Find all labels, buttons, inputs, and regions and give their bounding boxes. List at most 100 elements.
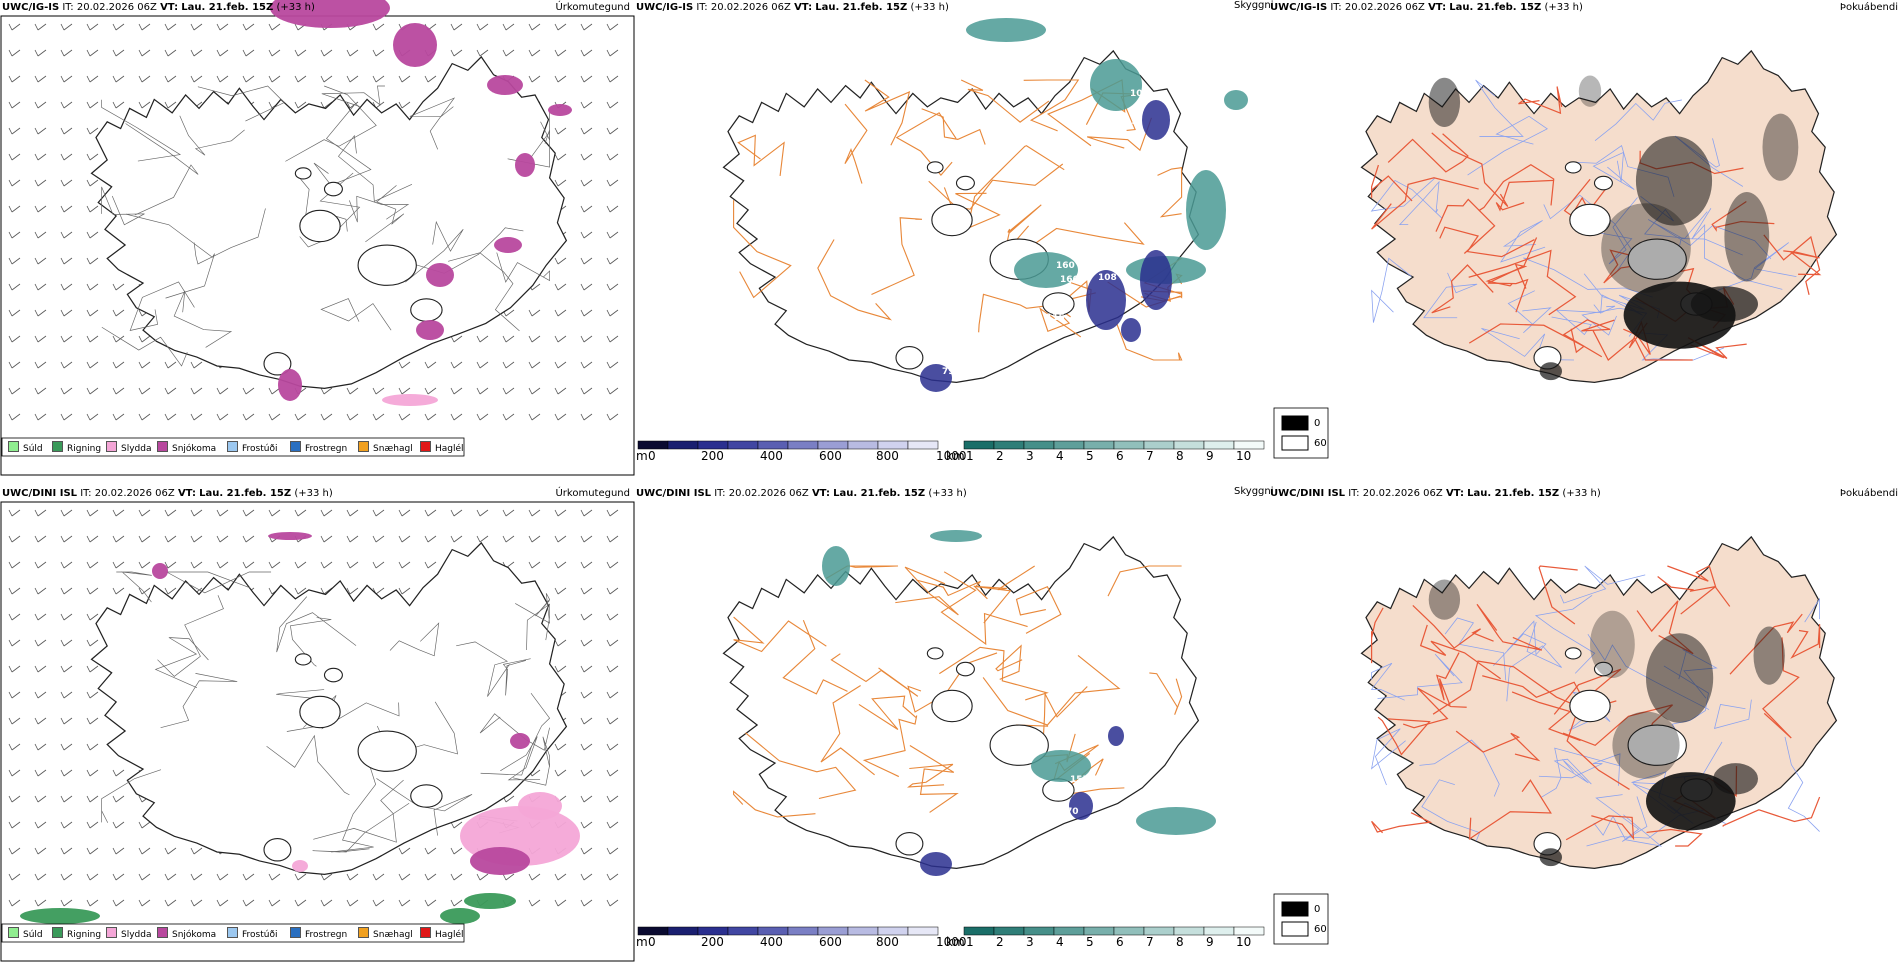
ceiling-tick: 600 — [819, 935, 842, 949]
run-header: UWC/DINI ISL IT: 20.02.2026 06Z VT: Lau.… — [636, 488, 967, 499]
legend-label: Frostregn — [305, 444, 348, 454]
vt-label: VT: — [177, 488, 196, 499]
panel-title: Skyggni — [1234, 486, 1274, 497]
precip-map — [0, 0, 635, 476]
visibility-panel: 86 101 115 160 166 108 145 116 115 79 m 0 200 400 600 8… — [636, 0, 1274, 478]
legend-slydda: Slydda — [106, 441, 151, 454]
visibility-panel: 155 70 58 m 0 200 400 600 800 1000 km 1 2 3 4 5 6 7 8 9 10 UW… — [636, 486, 1274, 964]
legend-swatch — [157, 441, 168, 452]
legend-frostúði: Frostúði — [227, 441, 277, 454]
ceiling-value-label: 116 — [1130, 245, 1149, 255]
lead-time: (+33 h) — [294, 488, 333, 499]
visibility-tick: 10 — [1236, 449, 1252, 463]
it-value: 20.02.2026 06Z — [94, 488, 175, 499]
ceiling-value-label: 108 — [1098, 273, 1117, 283]
ceiling-value-label: 145 — [1104, 255, 1123, 265]
legend-frostregn: Frostregn — [290, 927, 347, 940]
legend-swatch — [420, 927, 431, 938]
model-name: UWC/IG-IS — [636, 2, 694, 13]
legend-snæhagl: Snæhagl — [358, 927, 413, 940]
vt-value: Lau. 21.feb. 15Z — [815, 2, 908, 13]
legend-swatch — [157, 927, 168, 938]
legend-súld: Súld — [8, 927, 43, 940]
legend-haglél: Haglél — [420, 441, 464, 454]
it-label: IT: — [714, 488, 726, 499]
legend-label: Frostúði — [242, 930, 278, 940]
visibility-tick: 1 — [966, 449, 974, 463]
visibility-tick: 6 — [1116, 449, 1124, 463]
visibility-tick: 9 — [1206, 935, 1214, 949]
legend-swatch — [8, 927, 19, 938]
visibility-tick: 5 — [1086, 935, 1094, 949]
it-label: IT: — [1330, 2, 1342, 13]
legend-slydda: Slydda — [106, 927, 151, 940]
legend-swatch — [106, 441, 117, 452]
ceiling-tick: 600 — [819, 449, 842, 463]
ceiling-tick: 800 — [876, 935, 899, 949]
lead-time: (+33 h) — [1544, 2, 1583, 13]
ceiling-tick: 0 — [648, 935, 656, 949]
ceiling-tick: 0 — [648, 449, 656, 463]
ceiling-unit: m — [636, 449, 648, 463]
run-header: UWC/IG-IS IT: 20.02.2026 06Z VT: Lau. 21… — [1270, 2, 1583, 13]
visibility-tick: 2 — [996, 449, 1004, 463]
legend-label: Slydda — [121, 930, 152, 940]
ceiling-tick: 200 — [701, 935, 724, 949]
ceiling-value-label: 115 — [1119, 117, 1138, 127]
ceiling-unit: m — [636, 935, 648, 949]
it-label: IT: — [696, 2, 708, 13]
legend-label: Súld — [23, 444, 43, 454]
legend-frostúði: Frostúði — [227, 927, 277, 940]
vt-label: VT: — [1445, 488, 1464, 499]
panel-title: Skyggni — [1234, 0, 1274, 11]
ceiling-tick: 400 — [760, 449, 783, 463]
model-name: UWC/IG-IS — [2, 2, 60, 13]
lead-time: (+33 h) — [910, 2, 949, 13]
run-header: UWC/IG-IS IT: 20.02.2026 06Z VT: Lau. 21… — [2, 2, 315, 13]
legend-label: Rigning — [67, 444, 102, 454]
fog-legend-value: 0 — [1314, 418, 1321, 429]
legend-swatch — [358, 441, 369, 452]
ceiling-value-label: 86 — [1208, 75, 1221, 85]
model-name: UWC/DINI ISL — [1270, 488, 1346, 499]
legend-label: Frostúði — [242, 444, 278, 454]
precip-type-panel: UWC/DINI ISL IT: 20.02.2026 06Z VT: Lau.… — [0, 486, 636, 964]
lead-time: (+33 h) — [1562, 488, 1601, 499]
ceiling-value-label: 101 — [1130, 89, 1149, 99]
fog-panel: 0 60 UWC/DINI ISL IT: 20.02.2026 06Z VT: L… — [1270, 486, 1900, 964]
model-name: UWC/DINI ISL — [2, 488, 78, 499]
legend-label: Snæhagl — [373, 930, 413, 940]
ceiling-tick: 1000 — [936, 935, 967, 949]
legend-label: Snjókoma — [172, 444, 217, 454]
legend-swatch — [227, 927, 238, 938]
visibility-tick: 5 — [1086, 449, 1094, 463]
legend-label: Súld — [23, 930, 43, 940]
legend-swatch — [52, 927, 63, 938]
legend-swatch — [290, 927, 301, 938]
model-name: UWC/IG-IS — [1270, 2, 1328, 13]
vt-label: VT: — [160, 2, 179, 13]
legend-swatch — [420, 441, 431, 452]
it-value: 20.02.2026 06Z — [1344, 2, 1425, 13]
legend-haglél: Haglél — [420, 927, 464, 940]
visibility-tick: 3 — [1026, 449, 1034, 463]
fog-map — [1273, 535, 1838, 945]
visibility-tick: 3 — [1026, 935, 1034, 949]
vt-value: Lau. 21.feb. 15Z — [199, 488, 292, 499]
visibility-tick: 2 — [996, 935, 1004, 949]
ceiling-value-label: 155 — [1070, 775, 1089, 785]
it-value: 20.02.2026 06Z — [76, 2, 157, 13]
legend-snjókoma: Snjókoma — [157, 441, 216, 454]
run-header: UWC/DINI ISL IT: 20.02.2026 06Z VT: Lau.… — [1270, 488, 1601, 499]
visibility-tick: 8 — [1176, 935, 1184, 949]
ceiling-value-label: 70 — [1066, 807, 1079, 817]
visibility-unit: km — [946, 935, 965, 949]
model-name: UWC/DINI ISL — [636, 488, 712, 499]
visibility-map: 86 101 115 160 166 108 145 116 115 79 — [637, 18, 1265, 450]
legend-label: Haglél — [435, 930, 464, 940]
visibility-unit: km — [946, 449, 965, 463]
legend-swatch — [290, 441, 301, 452]
it-label: IT: — [80, 488, 92, 499]
legend-swatch — [106, 927, 117, 938]
visibility-tick: 10 — [1236, 935, 1252, 949]
